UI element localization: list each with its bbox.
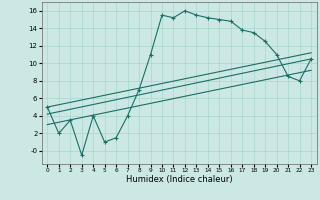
X-axis label: Humidex (Indice chaleur): Humidex (Indice chaleur) <box>126 175 233 184</box>
